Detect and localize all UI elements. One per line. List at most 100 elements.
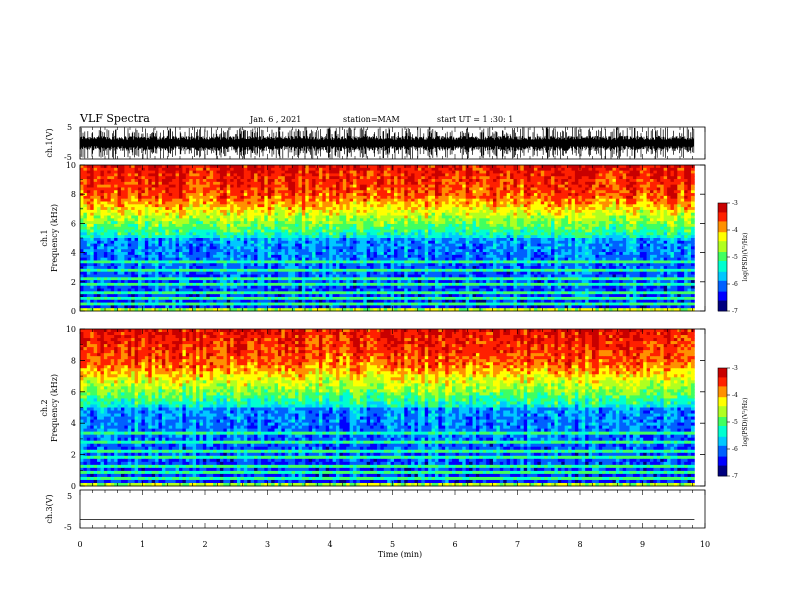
ch1-spectrogram-cell (257, 224, 261, 227)
ch1-spectrogram-cell (254, 185, 258, 188)
ch1-spectrogram-cell (312, 196, 316, 199)
ch1-spectrogram-cell (636, 193, 640, 196)
ch1-spectrogram-cell (350, 168, 354, 171)
ch1-spectrogram-cell (510, 187, 514, 190)
ch1-spectrogram-cell (561, 176, 565, 179)
ch1-spectrogram-cell (118, 196, 122, 199)
ch1-spectrogram-cell (230, 190, 234, 193)
ch1-spectrogram-cell (459, 176, 463, 179)
ch1-spectrogram-cell (275, 202, 279, 205)
ch1-spectrogram-cell (312, 238, 316, 241)
ch1-spectrogram-cell (527, 173, 531, 176)
ch1-spectrogram-cell (561, 182, 565, 185)
ch1-spectrogram-cell (609, 235, 613, 238)
ch1-spectrogram-cell (602, 165, 606, 168)
ch1-spectrogram-cell (640, 168, 644, 171)
ch1-spectrogram-cell (264, 179, 268, 182)
ch1-spectrogram-cell (428, 213, 432, 216)
ch1-spectrogram-cell (380, 213, 384, 216)
ch1-spectrogram-cell (558, 202, 562, 205)
ch1-spectrogram-cell (524, 171, 528, 174)
ch1-spectrogram-cell (510, 193, 514, 196)
ch1-spectrogram-cell (182, 193, 186, 196)
ch1-spectrogram-cell (455, 224, 459, 227)
ch1-spectrogram-cell (182, 168, 186, 171)
ch1-spectrogram-cell (589, 204, 593, 207)
ch1-spectrogram-cell (83, 199, 87, 202)
ch1-spectrogram-cell (165, 190, 169, 193)
ch1-spectrogram-cell (493, 241, 497, 244)
ch1-spectrogram-cell (633, 210, 637, 213)
ch1-spectrogram-cell (176, 171, 180, 174)
ch1-spectrogram-cell (240, 232, 244, 235)
ch1-spectrogram-cell (476, 213, 480, 216)
ch1-spectrogram-cell (94, 216, 98, 219)
ch1-spectrogram-cell (391, 213, 395, 216)
ch1-spectrogram-cell (599, 196, 603, 199)
ch1-spectrogram-cell (582, 207, 586, 210)
ch1-spectrogram-cell (394, 216, 398, 219)
ch1-spectrogram-cell (595, 171, 599, 174)
ch1-spectrogram-cell (213, 218, 217, 221)
ch1-spectrogram-cell (442, 216, 446, 219)
ch1-spectrogram-cell (176, 165, 180, 168)
ch1-spectrogram-cell (391, 224, 395, 227)
ch1-spectrogram-cell (227, 232, 231, 235)
ch1-spectrogram-cell (80, 218, 84, 221)
ch1-spectrogram-cell (107, 232, 111, 235)
ch1-spectrogram-cell (462, 238, 466, 241)
ch1-spectrogram-cell (691, 168, 695, 171)
ch1-spectrogram-cell (524, 235, 528, 238)
ch1-spectrogram-cell (312, 216, 316, 219)
ch1-spectrogram-cell (612, 173, 616, 176)
ch1-spectrogram-cell (186, 196, 190, 199)
ch1-spectrogram-cell (189, 210, 193, 213)
ch1-spectrogram-cell (356, 193, 360, 196)
ch1-spectrogram-cell (643, 210, 647, 213)
ch1-spectrogram-cell (312, 204, 316, 207)
ch1-spectrogram-cell (503, 204, 507, 207)
ch1-spectrogram-cell (165, 171, 169, 174)
ch1-spectrogram-cell (442, 218, 446, 221)
ch1-spectrogram-cell (94, 171, 98, 174)
ch1-spectrogram-cell (90, 232, 94, 235)
ch1-spectrogram-cell (285, 230, 289, 233)
ch1-spectrogram-cell (421, 179, 425, 182)
ch1-spectrogram-cell (421, 235, 425, 238)
ch1-spectrogram-cell (172, 193, 176, 196)
ch1-spectrogram-cell (312, 179, 316, 182)
ch1-spectrogram-cell (397, 204, 401, 207)
ch1-spectrogram-cell (203, 202, 207, 205)
ch1-spectrogram-cell (138, 176, 142, 179)
ch1-spectrogram-cell (203, 221, 207, 224)
ch1-spectrogram-cell (118, 185, 122, 188)
ch1-spectrogram-cell (264, 230, 268, 233)
ch1-spectrogram-cell (503, 241, 507, 244)
ch1-spectrogram-cell (288, 193, 292, 196)
ch1-spectrogram-cell (643, 202, 647, 205)
ch1-spectrogram-cell (261, 171, 265, 174)
ch1-spectrogram-cell (653, 190, 657, 193)
ch1-spectrogram-cell (244, 238, 248, 241)
ch1-spectrogram-cell (568, 213, 572, 216)
ch1-spectrogram-cell (128, 207, 132, 210)
ch1-spectrogram-cell (298, 165, 302, 168)
ch1-spectrogram-cell (585, 224, 589, 227)
ch1-spectrogram-cell (589, 227, 593, 230)
ch1-spectrogram-cell (537, 232, 541, 235)
ch1-spectrogram-cell (414, 190, 418, 193)
ch1-spectrogram-cell (343, 176, 347, 179)
ch1-spectrogram-cell (217, 196, 221, 199)
ch1-spectrogram-cell (438, 168, 442, 171)
ch1-spectrogram-cell (503, 199, 507, 202)
ch1-spectrogram-cell (186, 168, 190, 171)
ch1-spectrogram-cell (360, 216, 364, 219)
ch1-spectrogram-cell (360, 227, 364, 230)
ch1-spectrogram-cell (418, 204, 422, 207)
ch1-spectrogram-cell (384, 210, 388, 213)
ch1-spectrogram-cell (220, 173, 224, 176)
ch1-spectrogram-cell (568, 190, 572, 193)
ch1-spectrogram-cell (254, 204, 258, 207)
ch1-spectrogram-cell (541, 230, 545, 233)
ch1-spectrogram-cell (493, 196, 497, 199)
